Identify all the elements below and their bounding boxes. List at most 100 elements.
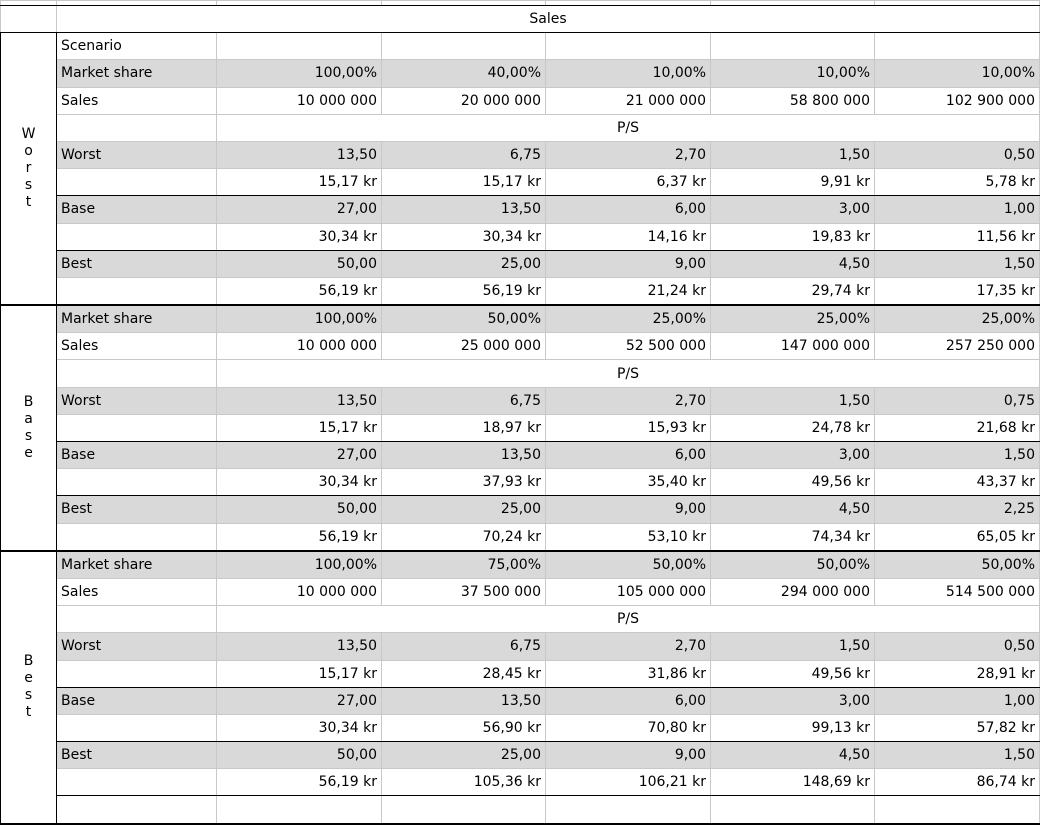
price-value[interactable]: 43,37 kr bbox=[874, 468, 1040, 497]
cell[interactable] bbox=[874, 32, 1040, 61]
cell[interactable] bbox=[381, 32, 546, 61]
price-value[interactable]: 19,83 kr bbox=[710, 222, 875, 251]
price-value[interactable]: 15,17 kr bbox=[216, 413, 382, 443]
price-value[interactable]: 15,17 kr bbox=[216, 168, 382, 197]
sales-value[interactable]: 21 000 000 bbox=[545, 86, 711, 115]
ps-multiple-value[interactable]: 1,50 bbox=[710, 140, 875, 170]
sales-value[interactable]: 20 000 000 bbox=[381, 86, 546, 115]
cell[interactable] bbox=[56, 522, 217, 552]
price-value[interactable]: 37,93 kr bbox=[381, 468, 546, 497]
cell[interactable] bbox=[545, 795, 711, 825]
ps-multiple-value[interactable]: 4,50 bbox=[710, 741, 875, 770]
market-share-value[interactable]: 100,00% bbox=[216, 550, 382, 579]
ps-scenario-label[interactable]: Base bbox=[56, 195, 217, 224]
ps-multiple-value[interactable]: 13,50 bbox=[216, 140, 382, 170]
ps-multiple-value[interactable]: 1,50 bbox=[874, 741, 1040, 770]
price-value[interactable]: 99,13 kr bbox=[710, 713, 875, 743]
scenario-label[interactable]: Scenario bbox=[56, 32, 217, 61]
price-value[interactable]: 30,34 kr bbox=[216, 222, 382, 251]
market-share-value[interactable]: 25,00% bbox=[710, 304, 875, 334]
ps-multiple-value[interactable]: 1,50 bbox=[874, 249, 1040, 278]
cell[interactable] bbox=[216, 32, 382, 61]
market-share-value[interactable]: 100,00% bbox=[216, 59, 382, 88]
ps-multiple-value[interactable]: 27,00 bbox=[216, 686, 382, 715]
cell[interactable] bbox=[56, 222, 217, 251]
sales-value[interactable]: 25 000 000 bbox=[381, 332, 546, 361]
cell[interactable] bbox=[381, 795, 546, 825]
price-value[interactable]: 148,69 kr bbox=[710, 768, 875, 797]
ps-multiple-value[interactable]: 13,50 bbox=[381, 195, 546, 224]
price-value[interactable]: 30,34 kr bbox=[381, 222, 546, 251]
price-value[interactable]: 74,34 kr bbox=[710, 522, 875, 552]
cell[interactable] bbox=[56, 659, 217, 688]
ps-multiple-value[interactable]: 3,00 bbox=[710, 195, 875, 224]
cell[interactable] bbox=[56, 795, 217, 825]
price-value[interactable]: 49,56 kr bbox=[710, 659, 875, 688]
market-share-value[interactable]: 50,00% bbox=[381, 304, 546, 334]
ps-scenario-label[interactable]: Worst bbox=[56, 632, 217, 661]
market-share-value[interactable]: 50,00% bbox=[710, 550, 875, 579]
sales-value[interactable]: 52 500 000 bbox=[545, 332, 711, 361]
cell[interactable] bbox=[56, 768, 217, 797]
price-value[interactable]: 21,68 kr bbox=[874, 413, 1040, 443]
price-value[interactable]: 86,74 kr bbox=[874, 768, 1040, 797]
cell[interactable] bbox=[710, 795, 875, 825]
ps-multiple-value[interactable]: 3,00 bbox=[710, 686, 875, 715]
ps-scenario-label[interactable]: Base bbox=[56, 440, 217, 470]
ps-multiple-value[interactable]: 1,50 bbox=[710, 632, 875, 661]
ps-multiple-value[interactable]: 9,00 bbox=[545, 249, 711, 278]
ps-multiple-value[interactable]: 1,00 bbox=[874, 195, 1040, 224]
cell[interactable] bbox=[56, 468, 217, 497]
ps-multiple-value[interactable]: 0,50 bbox=[874, 632, 1040, 661]
price-value[interactable]: 6,37 kr bbox=[545, 168, 711, 197]
ps-scenario-label[interactable]: Best bbox=[56, 249, 217, 278]
price-value[interactable]: 53,10 kr bbox=[545, 522, 711, 552]
market-share-value[interactable]: 100,00% bbox=[216, 304, 382, 334]
ps-scenario-label[interactable]: Best bbox=[56, 741, 217, 770]
price-value[interactable]: 49,56 kr bbox=[710, 468, 875, 497]
price-value[interactable]: 15,93 kr bbox=[545, 413, 711, 443]
ps-scenario-label[interactable]: Worst bbox=[56, 140, 217, 170]
ps-multiple-value[interactable]: 2,25 bbox=[874, 495, 1040, 524]
price-value[interactable]: 30,34 kr bbox=[216, 468, 382, 497]
market-share-value[interactable]: 10,00% bbox=[545, 59, 711, 88]
ps-multiple-value[interactable]: 27,00 bbox=[216, 440, 382, 470]
sales-label[interactable]: Sales bbox=[56, 577, 217, 607]
price-value[interactable]: 15,17 kr bbox=[381, 168, 546, 197]
sales-label[interactable]: Sales bbox=[56, 332, 217, 361]
market-share-label[interactable]: Market share bbox=[56, 550, 217, 579]
price-value[interactable]: 28,91 kr bbox=[874, 659, 1040, 688]
price-value[interactable]: 70,80 kr bbox=[545, 713, 711, 743]
ps-multiple-value[interactable]: 6,00 bbox=[545, 440, 711, 470]
sales-label[interactable]: Sales bbox=[56, 86, 217, 115]
market-share-label[interactable]: Market share bbox=[56, 304, 217, 334]
cell[interactable] bbox=[874, 795, 1040, 825]
ps-multiple-value[interactable]: 25,00 bbox=[381, 249, 546, 278]
price-value[interactable]: 5,78 kr bbox=[874, 168, 1040, 197]
ps-multiple-value[interactable]: 1,00 bbox=[874, 686, 1040, 715]
price-value[interactable]: 31,86 kr bbox=[545, 659, 711, 688]
price-value[interactable]: 24,78 kr bbox=[710, 413, 875, 443]
sales-value[interactable]: 102 900 000 bbox=[874, 86, 1040, 115]
market-share-value[interactable]: 25,00% bbox=[874, 304, 1040, 334]
ps-multiple-value[interactable]: 6,00 bbox=[545, 686, 711, 715]
price-value[interactable]: 17,35 kr bbox=[874, 276, 1040, 307]
sales-value[interactable]: 10 000 000 bbox=[216, 332, 382, 361]
ps-multiple-value[interactable]: 1,50 bbox=[874, 440, 1040, 470]
ps-multiple-value[interactable]: 6,75 bbox=[381, 140, 546, 170]
sales-value[interactable]: 105 000 000 bbox=[545, 577, 711, 607]
cell[interactable] bbox=[710, 32, 875, 61]
cell[interactable] bbox=[56, 359, 217, 388]
sales-value[interactable]: 37 500 000 bbox=[381, 577, 546, 607]
price-value[interactable]: 11,56 kr bbox=[874, 222, 1040, 251]
ps-multiple-value[interactable]: 50,00 bbox=[216, 495, 382, 524]
price-value[interactable]: 21,24 kr bbox=[545, 276, 711, 307]
cell[interactable] bbox=[56, 113, 217, 142]
market-share-value[interactable]: 50,00% bbox=[874, 550, 1040, 579]
ps-multiple-value[interactable]: 9,00 bbox=[545, 741, 711, 770]
price-value[interactable]: 18,97 kr bbox=[381, 413, 546, 443]
ps-scenario-label[interactable]: Base bbox=[56, 686, 217, 715]
